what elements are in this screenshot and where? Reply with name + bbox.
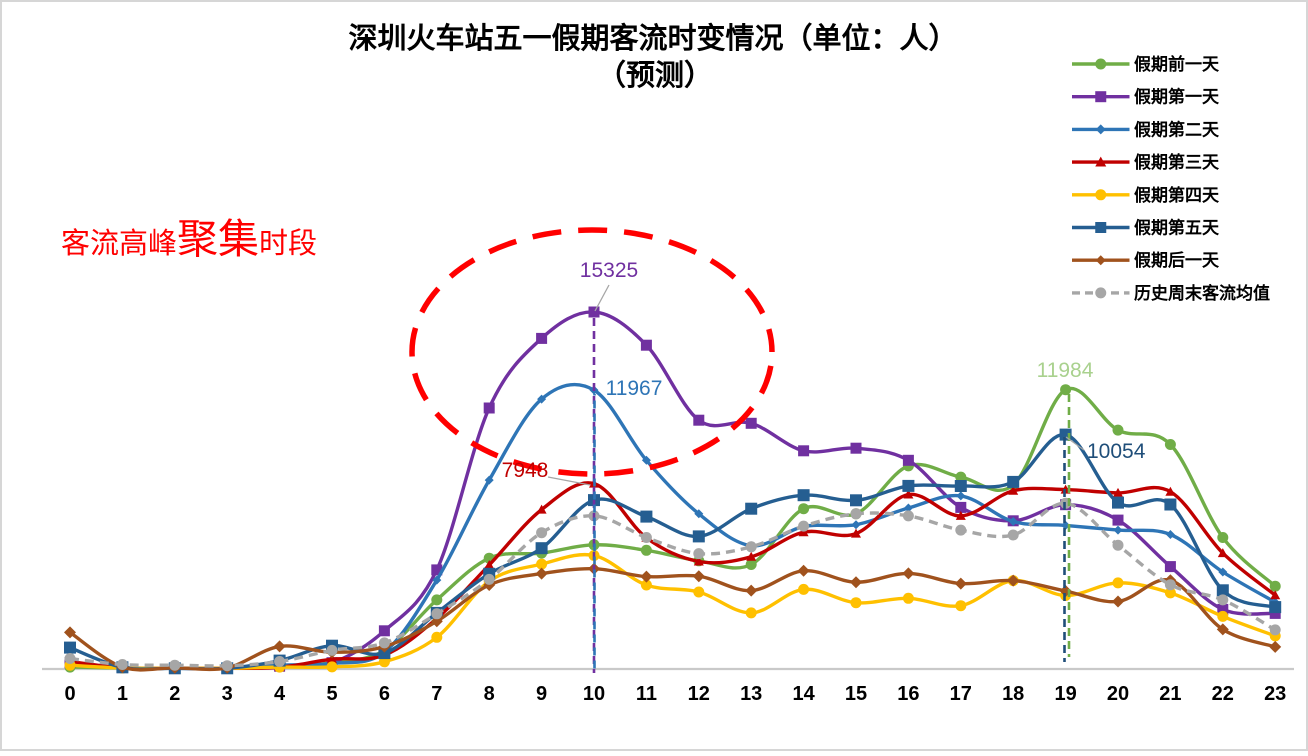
- svg-text:假期后一天: 假期后一天: [1134, 250, 1220, 270]
- svg-text:16: 16: [897, 683, 919, 705]
- svg-text:0: 0: [64, 683, 75, 705]
- svg-text:11967: 11967: [606, 377, 663, 400]
- svg-text:（预测）: （预测）: [597, 59, 713, 92]
- svg-text:7: 7: [431, 683, 442, 705]
- svg-text:假期第四天: 假期第四天: [1134, 185, 1220, 205]
- svg-text:18: 18: [1002, 683, 1024, 705]
- svg-text:20: 20: [1107, 683, 1129, 705]
- svg-text:2: 2: [169, 683, 180, 705]
- svg-text:历史周末客流均值: 历史周末客流均值: [1134, 283, 1270, 303]
- svg-text:5: 5: [326, 683, 337, 705]
- svg-text:19: 19: [1054, 683, 1076, 705]
- svg-text:17: 17: [950, 683, 972, 705]
- svg-text:12: 12: [688, 683, 710, 705]
- svg-text:15: 15: [845, 683, 867, 705]
- svg-text:4: 4: [274, 683, 286, 705]
- svg-text:22: 22: [1212, 683, 1234, 705]
- svg-text:7948: 7948: [502, 459, 549, 482]
- svg-text:3: 3: [222, 683, 233, 705]
- svg-text:1: 1: [117, 683, 128, 705]
- svg-text:6: 6: [379, 683, 390, 705]
- svg-text:10: 10: [583, 683, 605, 705]
- svg-text:9: 9: [536, 683, 547, 705]
- svg-text:23: 23: [1264, 683, 1286, 705]
- svg-text:假期前一天: 假期前一天: [1134, 54, 1220, 74]
- svg-text:8: 8: [484, 683, 495, 705]
- svg-text:深圳火车站五一假期客流时变情况（单位：人）: 深圳火车站五一假期客流时变情况（单位：人）: [348, 21, 957, 55]
- svg-text:21: 21: [1159, 683, 1181, 705]
- svg-text:14: 14: [792, 683, 815, 705]
- svg-text:假期第五天: 假期第五天: [1134, 218, 1220, 238]
- svg-text:假期第三天: 假期第三天: [1134, 152, 1220, 172]
- svg-text:13: 13: [740, 683, 762, 705]
- svg-text:假期第一天: 假期第一天: [1134, 87, 1220, 107]
- svg-text:11: 11: [636, 683, 657, 705]
- svg-text:11984: 11984: [1037, 359, 1094, 382]
- svg-text:15325: 15325: [580, 259, 638, 282]
- svg-text:假期第二天: 假期第二天: [1134, 119, 1220, 139]
- svg-text:客流高峰聚集时段: 客流高峰聚集时段: [61, 216, 317, 262]
- svg-text:10054: 10054: [1087, 440, 1146, 463]
